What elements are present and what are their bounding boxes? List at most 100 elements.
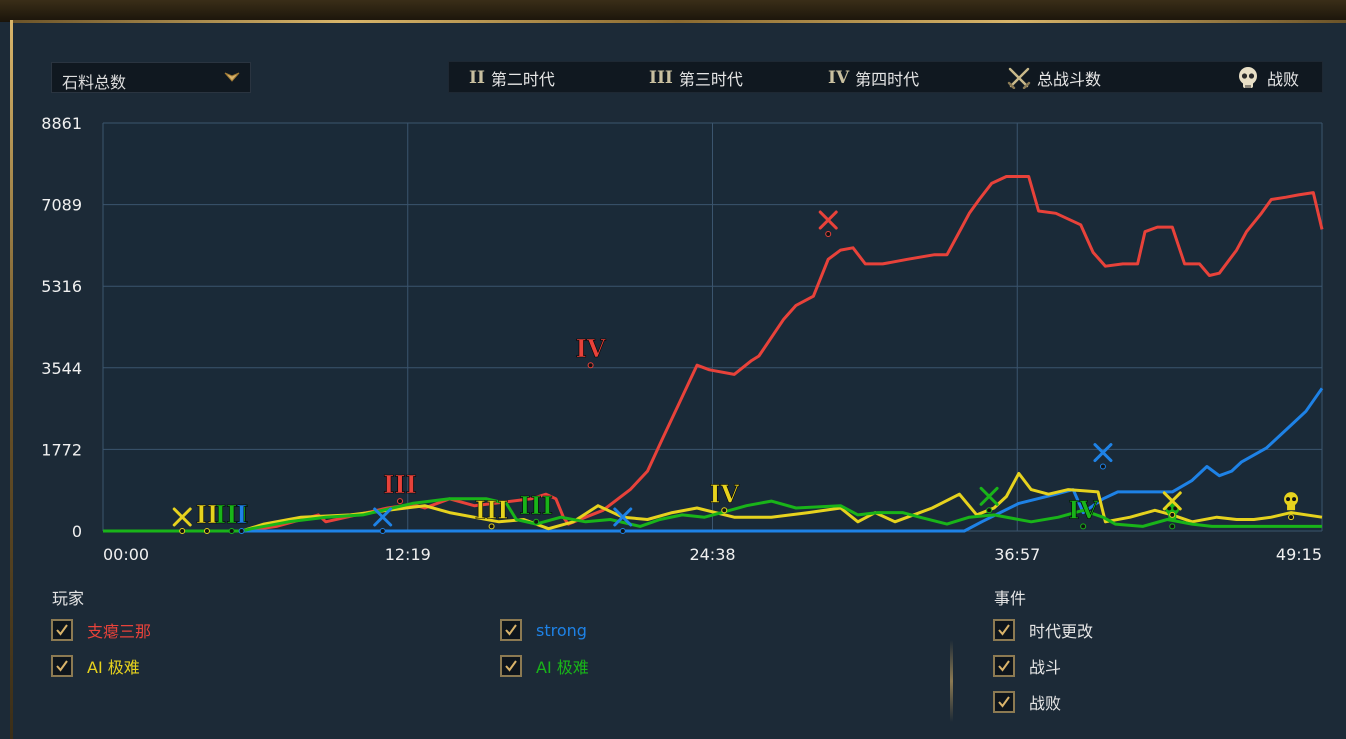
x-tick-label: 36:57 (994, 545, 1040, 564)
player-name: strong (536, 620, 587, 640)
event-dot (587, 362, 594, 369)
check-icon (998, 696, 1010, 708)
divider (950, 640, 953, 722)
series-line (103, 175, 1324, 533)
y-tick-label: 5316 (41, 277, 82, 296)
event-dot (238, 528, 245, 534)
event-toggle-defeat[interactable]: 战败 (993, 688, 1061, 716)
event-dot (379, 528, 386, 534)
event-dot (721, 507, 728, 514)
age-marker: IV (576, 334, 606, 363)
checkbox[interactable] (51, 655, 73, 677)
event-legend: II 第二时代 III 第三时代 IV 第四时代 总战斗数 (448, 61, 1323, 93)
defeat-marker-eye (1292, 497, 1297, 502)
age-marker: I (236, 500, 247, 529)
age-marker: III (383, 470, 417, 499)
event-dot (397, 498, 404, 505)
event-dot (619, 528, 626, 534)
event-dot (203, 528, 210, 534)
checkbox[interactable] (51, 619, 73, 641)
age-marker: III (475, 495, 509, 524)
legend-age-4: IV 第四时代 (828, 67, 919, 89)
legend-label: 第四时代 (855, 70, 920, 89)
event-toggle-age-change[interactable]: 时代更改 (993, 616, 1093, 644)
battle-marker-icon (979, 486, 999, 506)
battle-marker-icon (1162, 491, 1182, 511)
series-line (103, 387, 1324, 533)
age-marker: II (196, 500, 218, 529)
age-marker: III (519, 491, 553, 520)
battle-marker-icon (613, 507, 633, 527)
defeat-marker-eye (1173, 506, 1178, 511)
check-icon (505, 660, 517, 672)
legend-label: 战败 (1267, 70, 1300, 89)
metric-dropdown[interactable]: 石料总数 (51, 62, 251, 93)
check-icon (998, 660, 1010, 672)
player-toggle-2[interactable]: strong (500, 616, 587, 644)
legend-numeral: II (469, 68, 485, 88)
crossed-swords-icon (1007, 67, 1031, 89)
event-label: 战败 (1029, 694, 1062, 713)
legend-numeral: IV (828, 68, 850, 88)
event-dot (179, 528, 186, 534)
legend-label: 第二时代 (490, 70, 555, 89)
age-marker: III (215, 500, 249, 529)
check-icon (56, 624, 68, 636)
event-dot (1099, 463, 1106, 470)
check-icon (998, 624, 1010, 636)
battle-marker-icon (1093, 443, 1113, 463)
battle-marker-icon (818, 210, 838, 230)
x-tick-label: 00:00 (103, 545, 149, 564)
y-tick-label: 3544 (41, 359, 82, 378)
event-dot (228, 528, 235, 534)
defeat-marker-eye (1286, 497, 1291, 502)
defeat-marker-eye (1167, 506, 1172, 511)
event-dot (825, 231, 832, 238)
checkbox[interactable] (993, 619, 1015, 641)
player-name: 支瘪三那 (87, 622, 152, 641)
y-tick-label: 8861 (41, 114, 82, 133)
event-dot (986, 507, 993, 514)
checkbox[interactable] (500, 619, 522, 641)
event-toggle-battle[interactable]: 战斗 (993, 652, 1061, 680)
age-marker: IV (709, 479, 739, 508)
chevron-down-icon (224, 72, 240, 82)
player-name: AI 极难 (87, 658, 140, 677)
event-dot (1080, 523, 1087, 530)
event-dot (533, 518, 540, 525)
legend-numeral: III (649, 68, 673, 88)
checkbox[interactable] (500, 655, 522, 677)
event-label: 战斗 (1029, 658, 1062, 677)
skull-icon (1239, 67, 1257, 88)
checkbox[interactable] (993, 691, 1015, 713)
x-tick-label: 12:19 (385, 545, 431, 564)
y-tick-label: 7089 (41, 196, 82, 215)
battle-marker-icon (373, 507, 393, 527)
events-title: 事件 (994, 589, 1027, 608)
event-dot (1169, 523, 1176, 530)
legend-label: 总战斗数 (1037, 70, 1102, 89)
player-name: AI 极难 (536, 658, 589, 677)
legend-defeats: 战败 (1237, 67, 1299, 89)
players-title: 玩家 (52, 589, 85, 608)
check-icon (505, 624, 517, 636)
y-tick-label: 1772 (41, 440, 82, 459)
age-marker: IV (1068, 495, 1098, 524)
gold-border-left (10, 20, 13, 739)
player-toggle-4[interactable]: AI 极难 (500, 652, 589, 680)
checkbox[interactable] (993, 655, 1015, 677)
gold-border-top (10, 20, 1346, 23)
metric-dropdown-label: 石料总数 (62, 73, 127, 92)
event-label: 时代更改 (1029, 622, 1094, 641)
defeat-marker-jaw (1287, 504, 1296, 511)
player-toggle-3[interactable]: AI 极难 (51, 652, 140, 680)
player-toggle-1[interactable]: 支瘪三那 (51, 616, 151, 644)
event-dot (1288, 514, 1295, 521)
x-tick-label: 24:38 (689, 545, 735, 564)
top-border (0, 0, 1346, 22)
event-dot (1169, 511, 1176, 518)
y-tick-label: 0 (72, 522, 82, 541)
series-line (103, 497, 1322, 533)
